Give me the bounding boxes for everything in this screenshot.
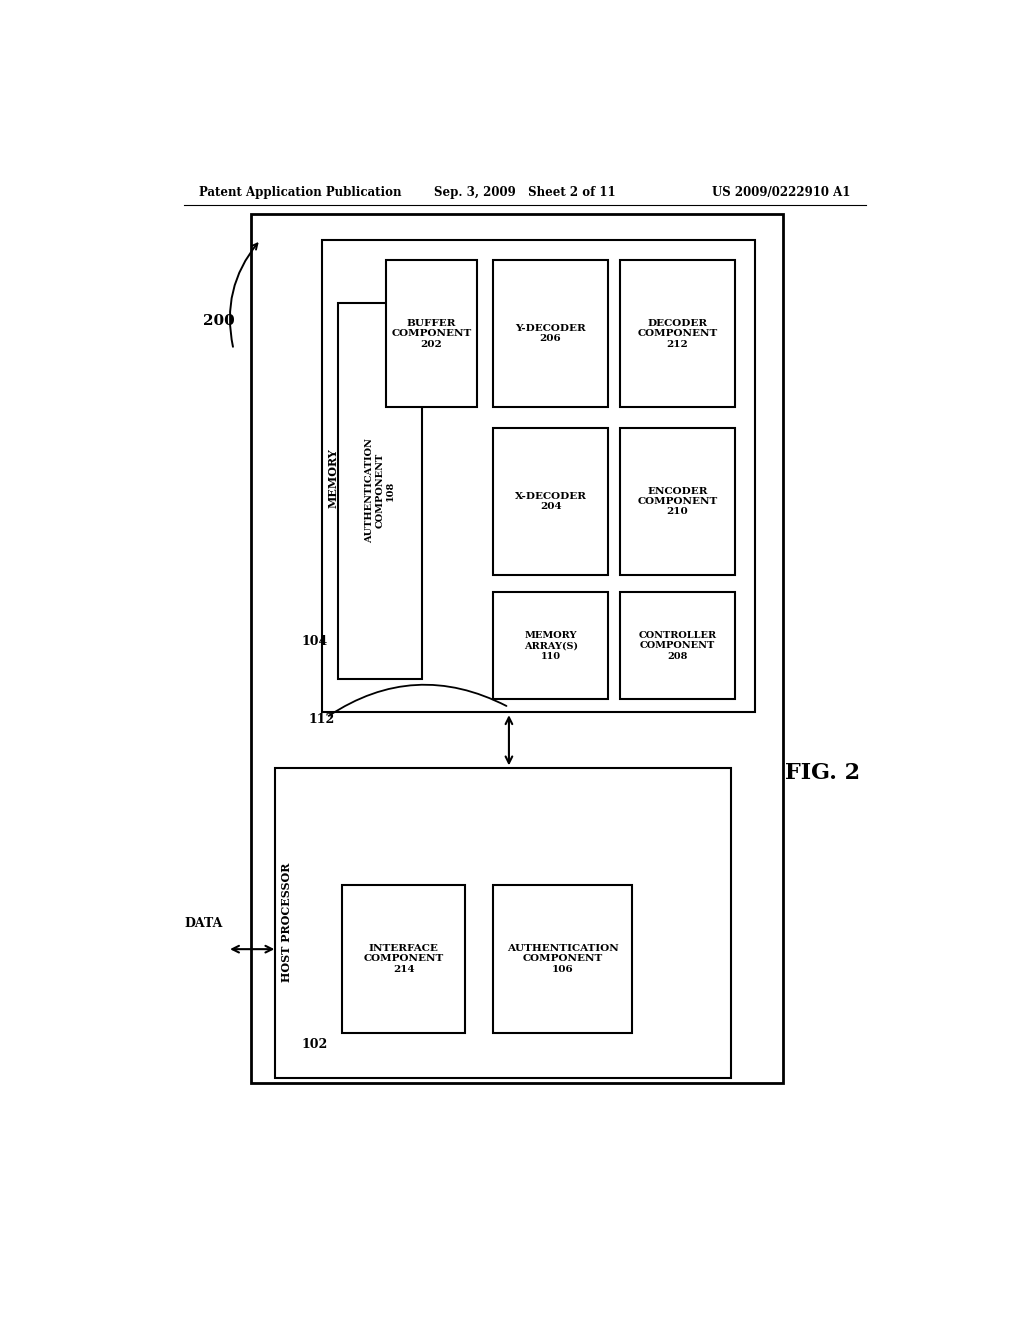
Bar [274,768,731,1078]
Text: INTERFACE
COMPONENT
214: INTERFACE COMPONENT 214 [364,944,443,974]
Bar [494,428,608,576]
Text: MEMORY: MEMORY [328,449,338,508]
Bar [494,886,632,1032]
Bar [620,428,735,576]
Bar [342,886,465,1032]
Text: DECODER
COMPONENT
212: DECODER COMPONENT 212 [638,319,718,348]
Bar [323,240,755,713]
Bar [251,214,782,1084]
Text: HOST PROCESSOR: HOST PROCESSOR [282,863,292,982]
Text: DATA: DATA [184,917,222,931]
Bar [620,593,735,700]
Text: BUFFER
COMPONENT
202: BUFFER COMPONENT 202 [391,319,472,348]
Text: X-DECODER
204: X-DECODER 204 [515,492,587,511]
Text: 102: 102 [301,1039,328,1051]
Bar [494,593,608,700]
Bar [338,302,422,678]
Bar [620,260,735,408]
Text: CONTROLLER
COMPONENT
208: CONTROLLER COMPONENT 208 [639,631,717,661]
Text: AUTHENTICATION
COMPONENT
106: AUTHENTICATION COMPONENT 106 [507,944,618,974]
Text: AUTHENTICATION
COMPONENT
108: AUTHENTICATION COMPONENT 108 [366,438,395,544]
Text: Y-DECODER
206: Y-DECODER 206 [515,323,586,343]
Text: 200: 200 [204,314,236,329]
Text: ENCODER
COMPONENT
210: ENCODER COMPONENT 210 [638,487,718,516]
Text: Patent Application Publication: Patent Application Publication [200,186,402,199]
Bar [494,260,608,408]
Text: Sep. 3, 2009   Sheet 2 of 11: Sep. 3, 2009 Sheet 2 of 11 [434,186,615,199]
Bar [386,260,477,408]
Text: MEMORY
ARRAY(S)
110: MEMORY ARRAY(S) 110 [523,631,578,661]
Text: 104: 104 [301,635,328,648]
Text: FIG. 2: FIG. 2 [784,763,860,784]
Text: 112: 112 [309,713,335,726]
Text: US 2009/0222910 A1: US 2009/0222910 A1 [712,186,850,199]
